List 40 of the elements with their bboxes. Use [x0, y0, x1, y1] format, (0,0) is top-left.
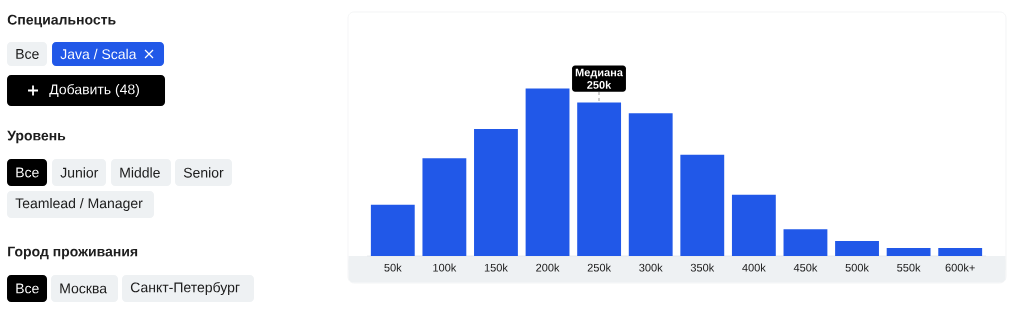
text: Teamlead / Manager: [15, 197, 143, 212]
bar: [731, 194, 776, 256]
x-tick-label: 550k: [897, 263, 921, 272]
text: Добавить (48): [49, 83, 139, 98]
x-tick-label: 500k: [845, 263, 869, 272]
text: Junior: [60, 167, 99, 178]
text: Санкт-Петербург: [130, 281, 240, 296]
text: Java / Scala: [60, 48, 137, 60]
bar: [525, 88, 570, 256]
text: Город проживания: [8, 246, 138, 260]
bar: [628, 113, 673, 256]
bar: [938, 248, 983, 256]
text: Медиана: [575, 68, 624, 79]
annotation: 250k: [587, 80, 612, 89]
x-tick-label: 100k: [433, 263, 457, 272]
text: Все: [16, 49, 39, 59]
x-tick-label: 350k: [690, 263, 715, 272]
x-tick-label: 600k+: [945, 263, 975, 272]
x-tick-label: 300k: [639, 263, 663, 272]
x-tick-label: 200k: [536, 263, 560, 272]
text: Все: [16, 167, 39, 178]
bar: [680, 154, 725, 256]
bar: [422, 158, 467, 256]
x-tick-label: 50k: [384, 263, 402, 272]
text: Специальность: [7, 14, 116, 28]
x-tick-label: 250k: [587, 263, 612, 272]
text: Все: [16, 283, 39, 294]
text: Москва: [60, 283, 108, 294]
x-tick-label: 450k: [793, 263, 818, 272]
bar: [474, 129, 518, 256]
bar: [783, 229, 828, 256]
text: Senior: [183, 167, 224, 178]
x-tick-label: 400k: [742, 263, 766, 272]
bar: [370, 204, 415, 256]
bar: [886, 248, 931, 256]
x-tick-label: 150k: [484, 263, 508, 272]
text: Уровень: [7, 130, 66, 144]
bar: [835, 241, 879, 256]
bar: [577, 102, 622, 256]
text: Middle: [120, 167, 160, 178]
